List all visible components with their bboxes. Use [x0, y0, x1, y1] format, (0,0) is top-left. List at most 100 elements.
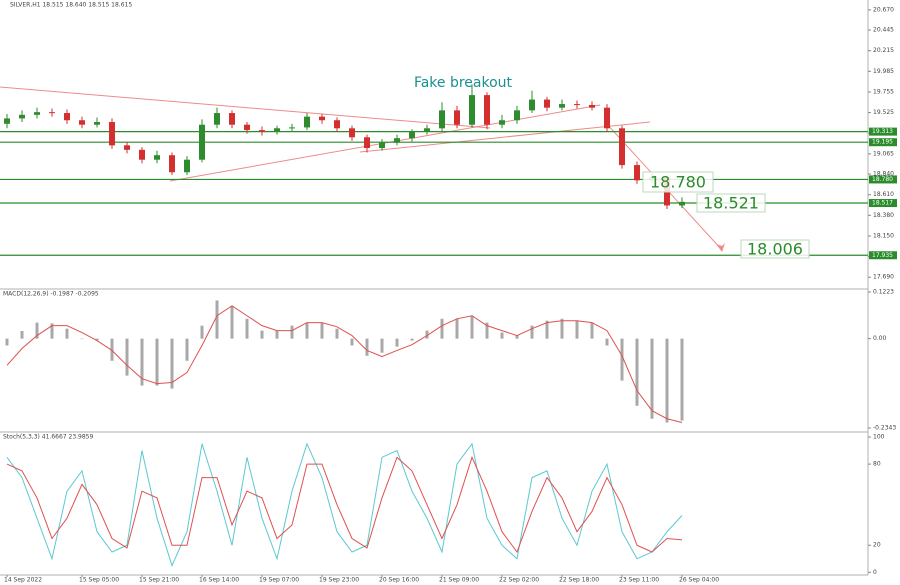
annotation: 18.521	[703, 194, 759, 213]
level-tag	[869, 138, 897, 147]
y-tick-label: 20	[873, 542, 881, 549]
y-tick-label: 19.985	[873, 68, 894, 75]
y-tick-label: 20.215	[873, 47, 894, 54]
y-tick-label: 18.840	[873, 171, 894, 178]
macd-bar	[350, 338, 354, 346]
level-label: 18.780	[872, 176, 893, 183]
macd-bar	[185, 338, 189, 361]
chart-title: SILVER,H1 18.515 18.640 18.515 18.615	[10, 2, 132, 9]
macd-bar	[470, 315, 474, 339]
macd-bar	[335, 328, 339, 339]
macd-bar	[50, 323, 54, 339]
candle-body	[499, 120, 505, 125]
macd-bar	[200, 325, 204, 339]
y-tick-label: 18.150	[873, 232, 894, 239]
macd-bar	[275, 330, 279, 339]
annotation: Fake breakout	[414, 75, 513, 91]
y-tick-label: 18.380	[873, 212, 894, 219]
candle-body	[364, 137, 370, 149]
y-tick-label: -0.2343	[873, 424, 896, 431]
macd-bar	[305, 322, 309, 339]
level-tag	[869, 199, 897, 208]
candle-body	[349, 128, 355, 138]
signal-line	[6, 305, 683, 424]
macd-bar	[155, 338, 159, 386]
macd-bar	[530, 325, 534, 339]
x-tick-label: 15 Sep 05:00	[79, 577, 119, 584]
y-tick-label: 100	[873, 434, 885, 441]
candle-body	[214, 113, 220, 125]
macd-bar	[395, 338, 399, 347]
macd-bar	[260, 330, 264, 339]
candle-body	[589, 104, 595, 108]
arrow-head	[716, 243, 725, 252]
candle-body	[319, 116, 325, 121]
macd-bar	[125, 338, 129, 376]
y-tick-label: 19.065	[873, 150, 894, 157]
y-tick-label: 17.690	[873, 274, 894, 281]
candle-body	[469, 95, 475, 125]
y-tick-label: 19.525	[873, 109, 894, 116]
macd-bar	[680, 338, 684, 421]
level-label: 17.935	[872, 252, 893, 259]
x-tick-label: 23 Sep 11:00	[619, 577, 659, 584]
annotation-box	[696, 193, 766, 213]
level-tag	[869, 175, 897, 184]
candle-body	[634, 165, 640, 181]
y-tick-label: 19.755	[873, 88, 894, 95]
candle-body	[679, 201, 685, 206]
x-tick-label: 15 Sep 21:00	[139, 577, 179, 584]
macd-bar	[95, 338, 99, 341]
y-tick-label: 18.610	[873, 191, 894, 198]
x-tick-label: 26 Sep 04:00	[679, 577, 719, 584]
candle-body	[409, 131, 415, 139]
x-tick-label: 19 Sep 07:00	[259, 577, 299, 584]
candle-body	[229, 113, 235, 125]
macd-bar	[110, 338, 114, 361]
x-tick-label: 21 Sep 09:00	[439, 577, 479, 584]
candle-body	[64, 113, 70, 121]
trend-line	[359, 121, 651, 153]
candle-body	[484, 95, 490, 125]
candle-body	[109, 122, 115, 146]
candle-body	[574, 104, 580, 106]
candle-body	[169, 155, 175, 173]
candle-body	[79, 120, 85, 125]
candle-body	[244, 124, 250, 131]
macd-bar	[65, 328, 69, 339]
macd-bar	[440, 318, 444, 339]
annotation-box	[642, 171, 714, 193]
macd-bar	[290, 325, 294, 339]
macd-bar	[560, 318, 564, 339]
candle-body	[334, 120, 340, 129]
macd-bar	[500, 332, 504, 339]
stoch-line	[6, 455, 683, 554]
candle-body	[259, 130, 265, 132]
macd-bar	[365, 338, 369, 356]
candle-body	[49, 112, 55, 114]
macd-bar	[20, 330, 24, 339]
y-tick-label: 0.00	[873, 335, 887, 342]
trend-line	[0, 86, 491, 129]
candle-body	[424, 128, 430, 132]
candle-body	[139, 149, 145, 160]
candle-body	[304, 116, 310, 128]
level-tag	[869, 251, 897, 260]
x-tick-label: 22 Sep 18:00	[559, 577, 599, 584]
x-tick-label: 22 Sep 02:00	[499, 577, 539, 584]
stoch-title: Stoch(5,3,3) 41.6667 23.9859	[3, 434, 94, 441]
macd-bar	[575, 320, 579, 339]
macd-bar	[80, 338, 84, 340]
candle-body	[94, 122, 100, 125]
candle-body	[604, 107, 610, 129]
candle-body	[34, 112, 40, 115]
x-tick-label: 16 Sep 14:00	[199, 577, 239, 584]
macd-bar	[635, 338, 639, 406]
macd-bar	[380, 338, 384, 353]
candle-body	[514, 110, 520, 121]
y-tick-label: 20.670	[873, 6, 894, 13]
macd-bar	[455, 318, 459, 339]
candle-body	[529, 99, 535, 111]
macd-title: MACD(12,26,9) -0.1987 -0.2095	[3, 291, 99, 298]
y-tick-label: 20.445	[873, 27, 894, 34]
